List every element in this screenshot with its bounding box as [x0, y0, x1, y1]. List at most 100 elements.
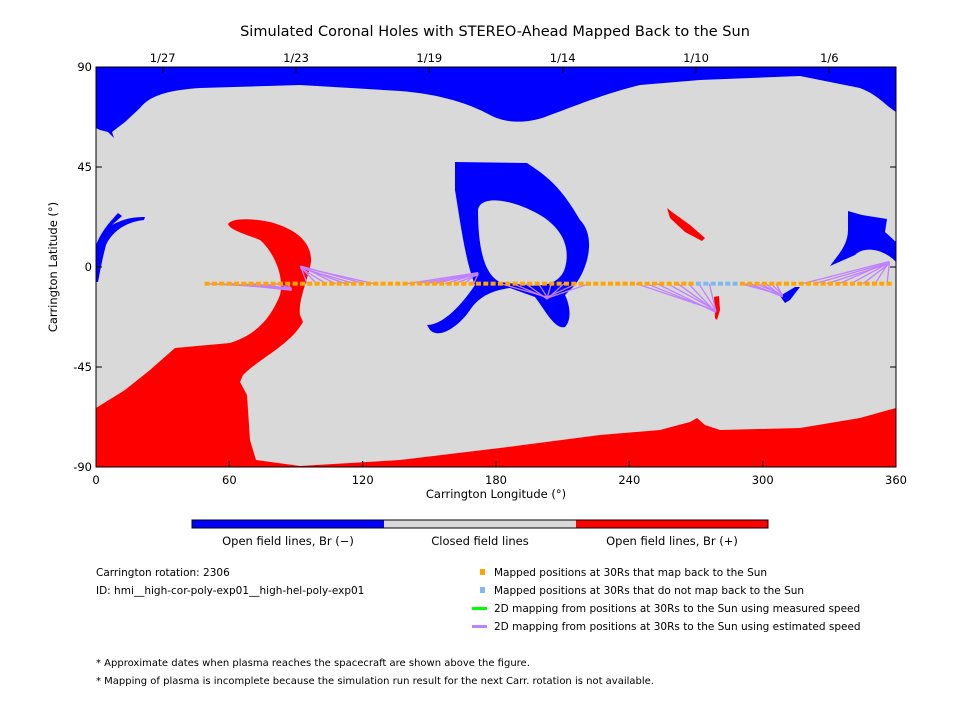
- x-tick-label: 240: [618, 473, 640, 487]
- mapping-line: [264, 283, 292, 291]
- mapped-point: [299, 281, 305, 286]
- mapping-line: [677, 283, 717, 312]
- date-tick-label: 1/10: [683, 51, 709, 65]
- run-id: ID: hmi__high-cor-poly-exp01__high-hel-p…: [96, 585, 364, 597]
- mapping-line: [698, 283, 717, 311]
- mapped-point: [512, 281, 518, 286]
- legend-mapped-marker: [480, 569, 485, 575]
- mapped-point: [409, 281, 415, 286]
- mapped-point: [351, 281, 357, 286]
- mapped-point: [813, 281, 819, 286]
- mapped-point: [791, 281, 797, 286]
- x-tick-label: 180: [485, 473, 507, 487]
- y-tick-label: 0: [85, 260, 92, 274]
- mapping-line: [814, 261, 890, 285]
- mapped-point: [263, 281, 269, 286]
- legend-measured-line: [472, 607, 487, 610]
- mapped-point: [358, 281, 364, 286]
- mapped-point: [629, 281, 635, 286]
- mapped-point: [292, 281, 298, 286]
- unmapped-point: [703, 281, 709, 286]
- mapped-point: [769, 281, 775, 286]
- mapped-point: [820, 281, 826, 286]
- mapped-point: [541, 281, 547, 286]
- mapped-point: [483, 281, 489, 286]
- mapped-point: [681, 281, 687, 286]
- mapped-point: [395, 281, 401, 286]
- mapped-point: [505, 281, 511, 286]
- mapping-line: [525, 283, 548, 300]
- mapped-point: [226, 281, 232, 286]
- mapped-point: [805, 281, 811, 286]
- mapped-point: [417, 281, 423, 286]
- mapped-point: [248, 281, 254, 286]
- mapped-point: [475, 281, 481, 286]
- legend: Mapped positions at 30Rs that map back t…: [472, 567, 861, 633]
- mapped-point: [490, 281, 496, 286]
- mapping-line: [300, 267, 355, 285]
- mapping-line: [546, 283, 577, 298]
- y-tick-label: 45: [77, 160, 92, 174]
- mapping-line: [300, 266, 374, 285]
- mapped-point: [585, 281, 591, 286]
- mapping-line: [750, 283, 783, 298]
- colorbar-frame: [191, 519, 769, 529]
- right-hole: [830, 211, 896, 266]
- mapped-point: [402, 281, 408, 286]
- mapped-point: [754, 281, 760, 286]
- mapping-line: [850, 261, 890, 285]
- mapped-point: [431, 281, 437, 286]
- mapped-point: [673, 281, 679, 286]
- mapped-point: [321, 281, 327, 286]
- mapped-point: [622, 281, 628, 286]
- colorbar-open-negative: [192, 520, 384, 528]
- mapped-point: [387, 281, 393, 286]
- mapped-point: [424, 281, 430, 286]
- mapped-point: [365, 281, 371, 286]
- mapped-point: [688, 281, 694, 286]
- x-axis-label: Carrington Longitude (°): [426, 487, 566, 501]
- unmapped-point: [717, 281, 723, 286]
- colorbar: Open field lines, Br (−) Closed field li…: [191, 519, 769, 548]
- mapped-point: [857, 281, 863, 286]
- mapped-point: [600, 281, 606, 286]
- y-axis-label: Carrington Latitude (°): [46, 202, 60, 332]
- mapped-point: [651, 281, 657, 286]
- colorbar-label-closed: Closed field lines: [431, 534, 529, 548]
- mapping-line: [826, 262, 890, 285]
- mapped-point: [336, 281, 342, 286]
- x-tick-label: 120: [352, 473, 374, 487]
- mapped-point: [211, 281, 217, 286]
- mapping-line: [229, 283, 292, 291]
- mapped-point: [835, 281, 841, 286]
- mapped-point: [380, 281, 386, 286]
- mapping-line: [874, 261, 890, 285]
- colorbar-label-negative: Open field lines, Br (−): [222, 534, 354, 548]
- mapped-point: [527, 281, 533, 286]
- mapping-line: [765, 283, 784, 298]
- mapped-point: [270, 281, 276, 286]
- map-area: [95, 66, 897, 468]
- date-tick-label: 1/19: [416, 51, 442, 65]
- legend-estimated-label: 2D mapping from positions at 30Rs to the…: [494, 621, 861, 633]
- mapped-point: [644, 281, 650, 286]
- x-tick-label: 300: [752, 473, 774, 487]
- unmapped-point: [695, 281, 701, 286]
- mapped-point: [776, 281, 782, 286]
- mapped-point: [556, 281, 562, 286]
- mapped-point: [468, 281, 474, 286]
- carrington-rotation: Carrington rotation: 2306: [96, 567, 230, 579]
- y-tick-label: 90: [77, 60, 92, 74]
- red-small-hole: [714, 296, 720, 320]
- north-polar-coronal-hole: [96, 67, 896, 138]
- y-tick-label: -45: [73, 360, 92, 374]
- mapped-point: [373, 281, 379, 286]
- x-tick-label: 0: [92, 473, 99, 487]
- mapped-point: [241, 281, 247, 286]
- mapped-point: [615, 281, 621, 286]
- mapping-line: [546, 283, 590, 299]
- mapped-point: [571, 281, 577, 286]
- colorbar-label-positive: Open field lines, Br (+): [606, 534, 738, 548]
- date-tick-label: 1/27: [150, 51, 176, 65]
